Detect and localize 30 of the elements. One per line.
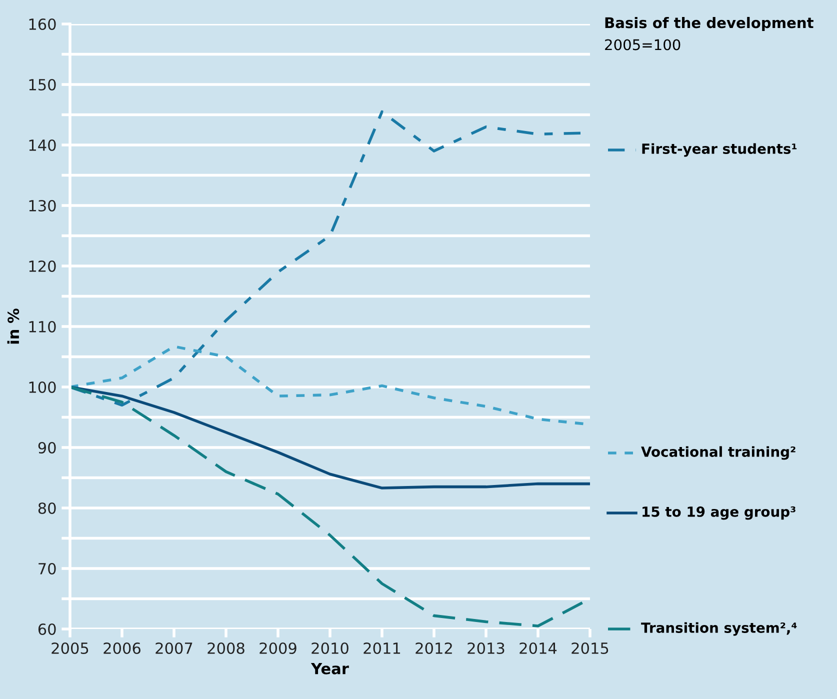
x-tick-label: 2006 xyxy=(104,642,140,654)
legend-label: 15 to 19 age group³ xyxy=(642,506,796,520)
x-tick-label: 2014 xyxy=(520,642,557,654)
y-tick-label: 160 xyxy=(29,18,56,30)
text: 2005=100 xyxy=(605,39,680,50)
y-tick-label: 120 xyxy=(29,260,56,272)
y-tick-label: 100 xyxy=(29,381,56,394)
y-tick-label: 140 xyxy=(29,139,56,152)
legend-label: Vocational training² xyxy=(641,446,796,460)
y-tick-label: 110 xyxy=(29,320,56,333)
x-tick-label: 2008 xyxy=(208,642,244,654)
y-tick-label: 80 xyxy=(38,502,56,514)
x-tick-label: 2011 xyxy=(364,642,400,654)
y-tick-label: 70 xyxy=(38,562,56,575)
x-tick-label: 2012 xyxy=(416,642,452,654)
y-tick-label: 90 xyxy=(38,442,56,454)
y-axis-title: in % xyxy=(7,308,20,344)
y-tick-label: 130 xyxy=(29,200,56,212)
legend-label: First-year students¹ xyxy=(642,143,797,157)
legend-label: Transition system²,⁴ xyxy=(641,622,797,636)
x-tick-label: 2007 xyxy=(156,642,192,654)
x-tick-label: 2013 xyxy=(468,642,504,654)
x-tick-label: 2005 xyxy=(52,642,88,654)
x-tick-label: 2009 xyxy=(260,642,296,654)
x-axis-title: Year xyxy=(310,663,349,674)
x-tick-label: 2015 xyxy=(572,642,608,654)
x-tick-label: 2010 xyxy=(312,642,348,654)
text: Basis of the development xyxy=(605,16,814,32)
y-tick-label: 60 xyxy=(38,623,56,636)
y-tick-label: 150 xyxy=(29,78,56,91)
